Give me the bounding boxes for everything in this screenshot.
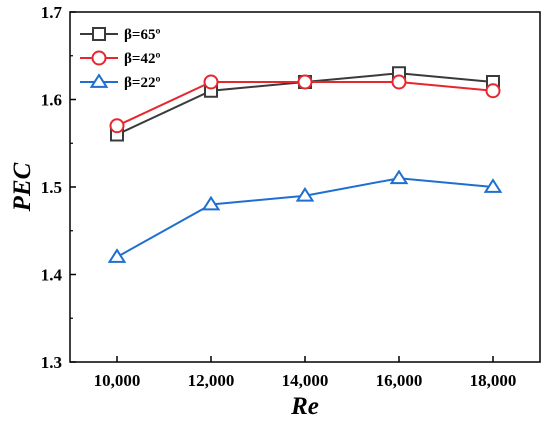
legend-marker — [89, 73, 109, 88]
legend-marker — [92, 27, 106, 41]
data-point — [109, 118, 125, 134]
data-point — [107, 248, 127, 263]
data-point — [483, 178, 503, 193]
y-axis-title: PEC — [9, 162, 36, 212]
x-tick-label: 18,000 — [470, 371, 517, 390]
y-tick-label: 1.5 — [41, 178, 62, 197]
legend-label: β=65º — [124, 27, 160, 43]
data-point — [295, 186, 315, 202]
x-tick-label: 14,000 — [282, 371, 329, 390]
y-tick-label: 1.7 — [41, 3, 63, 22]
data-point — [297, 74, 313, 90]
series-group — [107, 66, 503, 263]
x-axis-title: Re — [290, 393, 319, 420]
x-tick-label: 12,000 — [188, 371, 235, 390]
y-tick-label: 1.4 — [41, 266, 63, 285]
legend-marker — [91, 50, 107, 66]
data-point — [203, 74, 219, 90]
x-tick-label: 10,000 — [94, 371, 141, 390]
series-triangle — [107, 169, 503, 263]
legend-label: β=22º — [124, 75, 160, 91]
legend: β=65º β=42º β=22º — [80, 27, 160, 91]
data-point — [389, 169, 409, 185]
y-tick-label: 1.6 — [41, 91, 62, 110]
x-tick-label: 16,000 — [376, 371, 423, 390]
data-point — [391, 74, 407, 90]
legend-label: β=42º — [124, 51, 160, 67]
series-circle — [109, 74, 501, 134]
y-tick-label: 1.3 — [41, 353, 62, 372]
data-point — [485, 83, 501, 99]
axis-ticks: 10,000 12,000 14,000 16,000 18,000 1.3 1.4 1.5 1… — [41, 3, 517, 390]
data-point — [201, 195, 221, 211]
